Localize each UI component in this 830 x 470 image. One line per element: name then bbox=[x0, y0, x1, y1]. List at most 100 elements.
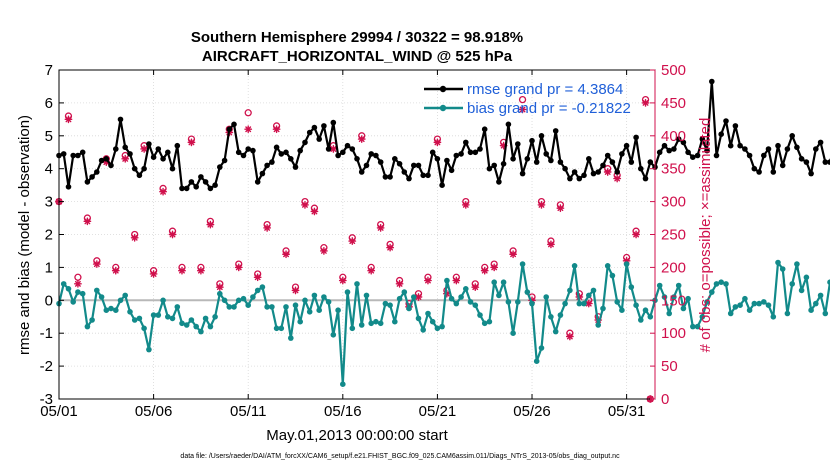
bias-point-93 bbox=[496, 292, 502, 299]
rmse-point-56 bbox=[321, 123, 327, 129]
bias-point-19 bbox=[146, 346, 152, 353]
bias-point-44 bbox=[264, 304, 270, 310]
rmse-point-5 bbox=[79, 149, 86, 156]
rmse-point-53 bbox=[306, 129, 313, 136]
rmse-point-116 bbox=[604, 152, 611, 159]
rmse-point-93 bbox=[496, 179, 502, 185]
bias-point-152 bbox=[775, 259, 781, 266]
rmse-point-130 bbox=[671, 146, 677, 152]
bias-point-50 bbox=[292, 302, 299, 309]
bias-point-157 bbox=[798, 287, 805, 294]
obs-possible-point-49 bbox=[518, 95, 527, 104]
obs-assimilated-point-28 bbox=[319, 247, 328, 255]
bias-point-7 bbox=[89, 317, 95, 323]
bias-point-25 bbox=[174, 304, 181, 310]
bias-point-66 bbox=[368, 320, 375, 327]
bias-point-105 bbox=[552, 328, 559, 335]
rmse-point-58 bbox=[330, 119, 337, 126]
bias-point-69 bbox=[382, 300, 389, 307]
rmse-point-52 bbox=[302, 139, 308, 146]
bias-point-18 bbox=[141, 325, 147, 332]
obs-assimilated-stroke-d2-52 bbox=[547, 241, 554, 248]
rmse-point-129 bbox=[666, 147, 672, 154]
bias-point-151 bbox=[770, 314, 777, 320]
bias-point-42 bbox=[254, 287, 261, 294]
bias-point-162 bbox=[822, 310, 829, 317]
bias-point-89 bbox=[477, 312, 483, 318]
rmse-series bbox=[56, 78, 830, 192]
y-right-tick-label-10: 500 bbox=[661, 62, 686, 79]
obs-assimilated-stroke-d2-28 bbox=[320, 248, 327, 254]
rmse-point-139 bbox=[713, 152, 720, 159]
bias-point-28 bbox=[188, 317, 195, 323]
chart-title: Southern Hemisphere 29994 / 30322 = 98.9… bbox=[191, 29, 523, 46]
bias-point-12 bbox=[113, 307, 119, 314]
rmse-point-87 bbox=[467, 149, 474, 156]
y-tick-label-1: -2 bbox=[40, 358, 53, 375]
bias-point-76 bbox=[415, 315, 422, 322]
bias-point-159 bbox=[808, 307, 814, 314]
bias-point-118 bbox=[614, 299, 620, 305]
bias-point-101 bbox=[533, 358, 540, 365]
obs-assimilated-stroke-d2-56 bbox=[585, 300, 592, 307]
rmse-point-114 bbox=[595, 169, 601, 175]
bias-point-112 bbox=[586, 292, 592, 299]
rmse-point-153 bbox=[779, 162, 786, 169]
bias-point-109 bbox=[571, 263, 578, 269]
rmse-point-111 bbox=[581, 172, 587, 179]
rmse-point-66 bbox=[368, 151, 375, 157]
bias-point-80 bbox=[434, 325, 441, 332]
x-axis-label: May.01,2013 00:00:00 start bbox=[266, 427, 448, 444]
obs-assimilated-point-23 bbox=[272, 125, 281, 134]
rmse-point-14 bbox=[122, 144, 128, 151]
bias-point-27 bbox=[183, 322, 190, 328]
bias-point-86 bbox=[463, 286, 469, 292]
rmse-point-26 bbox=[179, 185, 185, 192]
rmse-point-123 bbox=[638, 165, 644, 172]
rmse-point-45 bbox=[269, 159, 275, 165]
bias-point-51 bbox=[297, 318, 304, 325]
bias-series bbox=[56, 259, 830, 388]
y-axis-label: rmse and bias (model - observation) bbox=[16, 115, 33, 355]
rmse-point-55 bbox=[316, 136, 323, 142]
bias-point-106 bbox=[557, 312, 564, 318]
rmse-point-137 bbox=[704, 147, 710, 154]
obs-assimilated-point-62 bbox=[641, 98, 650, 107]
x-tick-label-5: 05/26 bbox=[513, 403, 551, 420]
bias-point-79 bbox=[429, 318, 436, 325]
rmse-point-10 bbox=[103, 156, 110, 162]
bias-point-43 bbox=[259, 284, 266, 290]
obs-assimilated-point-13 bbox=[178, 266, 186, 275]
obs-assimilated-stroke-d2-38 bbox=[415, 294, 422, 300]
obs-assimilated-stroke-d2-16 bbox=[207, 221, 214, 228]
rmse-point-105 bbox=[552, 128, 559, 134]
bias-point-36 bbox=[226, 304, 233, 310]
rmse-point-38 bbox=[235, 149, 242, 156]
rmse-point-91 bbox=[486, 165, 493, 172]
obs-assimilated-point-51 bbox=[537, 200, 546, 209]
bias-point-134 bbox=[690, 323, 696, 330]
rmse-point-140 bbox=[718, 131, 724, 137]
bias-point-149 bbox=[761, 299, 767, 305]
rmse-point-43 bbox=[259, 170, 266, 177]
obs-assimilated-stroke-d2-54 bbox=[566, 333, 573, 340]
obs-assimilated-stroke-d2-4 bbox=[93, 261, 100, 268]
rmse-point-2 bbox=[65, 184, 72, 190]
rmse-point-151 bbox=[770, 169, 777, 175]
obs-assimilated-markers bbox=[55, 98, 655, 403]
obs-assimilated-stroke-d2-21 bbox=[254, 274, 261, 281]
bias-point-10 bbox=[103, 307, 110, 314]
rmse-point-17 bbox=[136, 172, 143, 179]
bias-point-33 bbox=[212, 314, 218, 320]
rmse-point-106 bbox=[557, 159, 564, 165]
y-tick-label-4: 1 bbox=[45, 259, 53, 276]
rmse-point-70 bbox=[387, 174, 393, 180]
bias-point-143 bbox=[732, 304, 739, 310]
obs-assimilated-stroke-d2-39 bbox=[425, 277, 431, 284]
rmse-point-90 bbox=[481, 126, 488, 132]
bias-point-35 bbox=[221, 297, 228, 304]
bias-point-41 bbox=[250, 294, 256, 300]
obs-assimilated-stroke-d2-13 bbox=[179, 267, 185, 274]
obs-assimilated-point-59 bbox=[613, 174, 622, 183]
bias-point-78 bbox=[425, 310, 431, 317]
